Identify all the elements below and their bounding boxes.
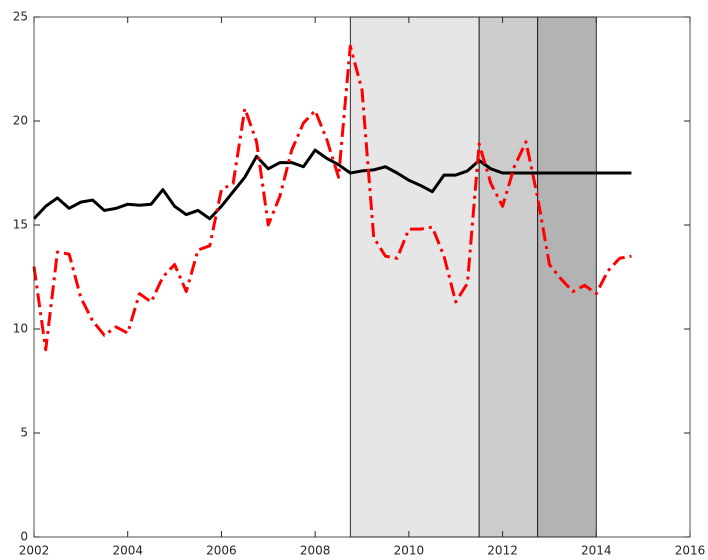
y-tick-label: 10	[13, 322, 28, 336]
y-tick-label: 5	[20, 426, 28, 440]
x-tick-label: 2016	[675, 544, 706, 558]
x-tick-label: 2002	[19, 544, 50, 558]
y-tick-label: 20	[13, 114, 28, 128]
x-tick-label: 2012	[487, 544, 518, 558]
x-tick-label: 2010	[394, 544, 425, 558]
x-tick-label: 2008	[300, 544, 331, 558]
data-line	[32, 44, 632, 352]
x-tick-label: 2006	[206, 544, 237, 558]
y-tick-label: 0	[20, 530, 28, 544]
data-line	[32, 148, 632, 221]
y-tick-label: 15	[13, 218, 28, 232]
x-tick-label: 2014	[581, 544, 612, 558]
x-tick-label: 2004	[112, 544, 143, 558]
shaded-region	[537, 16, 597, 538]
axes-box	[33, 16, 691, 538]
shaded-region	[478, 16, 539, 538]
y-tick-label: 25	[13, 10, 28, 24]
shaded-region	[349, 16, 480, 538]
